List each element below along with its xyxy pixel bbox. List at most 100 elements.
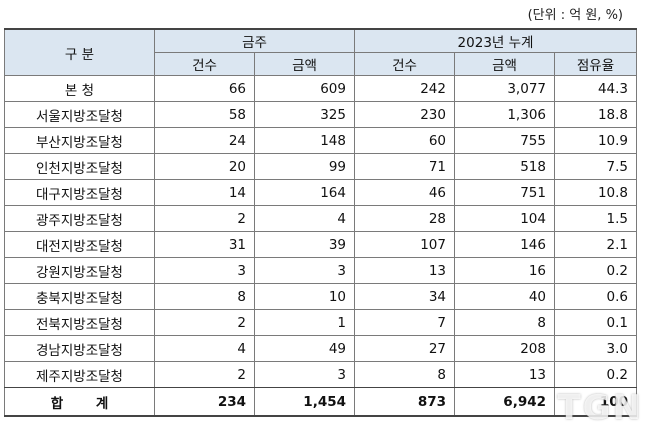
share: 18.8 xyxy=(553,101,638,128)
table-row: 충북지방조달청 8 10 34 40 0.6 xyxy=(4,283,638,310)
cum-amount: 16 xyxy=(454,257,555,284)
week-count: 20 xyxy=(154,153,255,180)
cum-amount: 755 xyxy=(454,127,555,154)
row-name: 본 청 xyxy=(4,75,155,102)
share: 0.6 xyxy=(553,283,638,310)
cum-amount: 1,306 xyxy=(454,101,555,128)
cum-count: 34 xyxy=(354,283,455,310)
procurement-table: 구 분 금주 2023년 누계 건수 금액 건수 금액 점유율 본 청 66 609… xyxy=(4,28,638,417)
total-label: 합 계 xyxy=(4,387,155,417)
header-cum-amount: 금액 xyxy=(454,52,555,76)
share: 44.3 xyxy=(553,75,638,102)
table-row: 경남지방조달청 4 49 27 208 3.0 xyxy=(4,335,638,362)
table-row: 광주지방조달청 2 4 28 104 1.5 xyxy=(4,205,638,232)
row-name: 대전지방조달청 xyxy=(4,231,155,258)
row-name: 서울지방조달청 xyxy=(4,101,155,128)
header-group-week: 금주 xyxy=(154,28,355,53)
cum-count: 230 xyxy=(354,101,455,128)
share: 0.1 xyxy=(553,309,638,336)
share: 1.5 xyxy=(553,205,638,232)
cum-amount: 8 xyxy=(454,309,555,336)
week-amount: 3 xyxy=(254,257,355,284)
week-amount: 39 xyxy=(254,231,355,258)
row-name: 충북지방조달청 xyxy=(4,283,155,310)
week-count: 2 xyxy=(154,205,255,232)
cum-count: 13 xyxy=(354,257,455,284)
cum-count: 60 xyxy=(354,127,455,154)
week-amount: 325 xyxy=(254,101,355,128)
header-cum-count: 건수 xyxy=(354,52,455,76)
share: 3.0 xyxy=(553,335,638,362)
total-week-amount: 1,454 xyxy=(254,387,355,417)
week-count: 31 xyxy=(154,231,255,258)
table-row: 대구지방조달청 14 164 46 751 10.8 xyxy=(4,179,638,206)
row-name: 경남지방조달청 xyxy=(4,335,155,362)
week-amount: 148 xyxy=(254,127,355,154)
total-share: 100 xyxy=(553,387,638,417)
cum-amount: 146 xyxy=(454,231,555,258)
week-amount: 1 xyxy=(254,309,355,336)
week-count: 4 xyxy=(154,335,255,362)
watermark-logo: TGN xyxy=(557,388,643,428)
week-amount: 609 xyxy=(254,75,355,102)
cum-count: 71 xyxy=(354,153,455,180)
cum-count: 242 xyxy=(354,75,455,102)
table-row: 인천지방조달청 20 99 71 518 7.5 xyxy=(4,153,638,180)
row-name: 제주지방조달청 xyxy=(4,361,155,388)
table-header: 구 분 금주 2023년 누계 건수 금액 건수 금액 점유율 xyxy=(4,28,638,76)
table-row: 제주지방조달청 2 3 8 13 0.2 xyxy=(4,361,638,388)
cum-count: 107 xyxy=(354,231,455,258)
cum-amount: 518 xyxy=(454,153,555,180)
cum-count: 8 xyxy=(354,361,455,388)
table-row: 서울지방조달청 58 325 230 1,306 18.8 xyxy=(4,101,638,128)
cum-amount: 40 xyxy=(454,283,555,310)
week-amount: 4 xyxy=(254,205,355,232)
table-body: 본 청 66 609 242 3,077 44.3 서울지방조달청 58 325 230 1,30… xyxy=(4,75,638,417)
share: 10.8 xyxy=(553,179,638,206)
week-count: 14 xyxy=(154,179,255,206)
share: 0.2 xyxy=(553,257,638,284)
share: 7.5 xyxy=(553,153,638,180)
table-row: 강원지방조달청 3 3 13 16 0.2 xyxy=(4,257,638,284)
total-row: 합 계 234 1,454 873 6,942 100 xyxy=(4,387,638,417)
week-count: 2 xyxy=(154,361,255,388)
table-row: 본 청 66 609 242 3,077 44.3 xyxy=(4,75,638,102)
header-week-amount: 금액 xyxy=(254,52,355,76)
header-category: 구 분 xyxy=(4,28,155,76)
week-count: 2 xyxy=(154,309,255,336)
row-name: 강원지방조달청 xyxy=(4,257,155,284)
week-amount: 99 xyxy=(254,153,355,180)
row-name: 인천지방조달청 xyxy=(4,153,155,180)
week-amount: 10 xyxy=(254,283,355,310)
table-row: 전북지방조달청 2 1 7 8 0.1 xyxy=(4,309,638,336)
week-amount: 3 xyxy=(254,361,355,388)
total-cum-count: 873 xyxy=(354,387,455,417)
header-week-count: 건수 xyxy=(154,52,255,76)
table-row: 부산지방조달청 24 148 60 755 10.9 xyxy=(4,127,638,154)
cum-count: 28 xyxy=(354,205,455,232)
cum-amount: 3,077 xyxy=(454,75,555,102)
cum-amount: 751 xyxy=(454,179,555,206)
cum-amount: 104 xyxy=(454,205,555,232)
week-count: 58 xyxy=(154,101,255,128)
week-count: 8 xyxy=(154,283,255,310)
cum-count: 27 xyxy=(354,335,455,362)
cum-count: 7 xyxy=(354,309,455,336)
cum-count: 46 xyxy=(354,179,455,206)
share: 0.2 xyxy=(553,361,638,388)
total-week-count: 234 xyxy=(154,387,255,417)
cum-amount: 13 xyxy=(454,361,555,388)
share: 2.1 xyxy=(553,231,638,258)
week-count: 66 xyxy=(154,75,255,102)
week-count: 3 xyxy=(154,257,255,284)
share: 10.9 xyxy=(553,127,638,154)
header-group-cumulative: 2023년 누계 xyxy=(353,28,638,53)
cum-amount: 208 xyxy=(454,335,555,362)
table-row: 대전지방조달청 31 39 107 146 2.1 xyxy=(4,231,638,258)
week-amount: 164 xyxy=(254,179,355,206)
row-name: 광주지방조달청 xyxy=(4,205,155,232)
row-name: 대구지방조달청 xyxy=(4,179,155,206)
row-name: 부산지방조달청 xyxy=(4,127,155,154)
week-amount: 49 xyxy=(254,335,355,362)
header-share: 점유율 xyxy=(553,52,638,76)
